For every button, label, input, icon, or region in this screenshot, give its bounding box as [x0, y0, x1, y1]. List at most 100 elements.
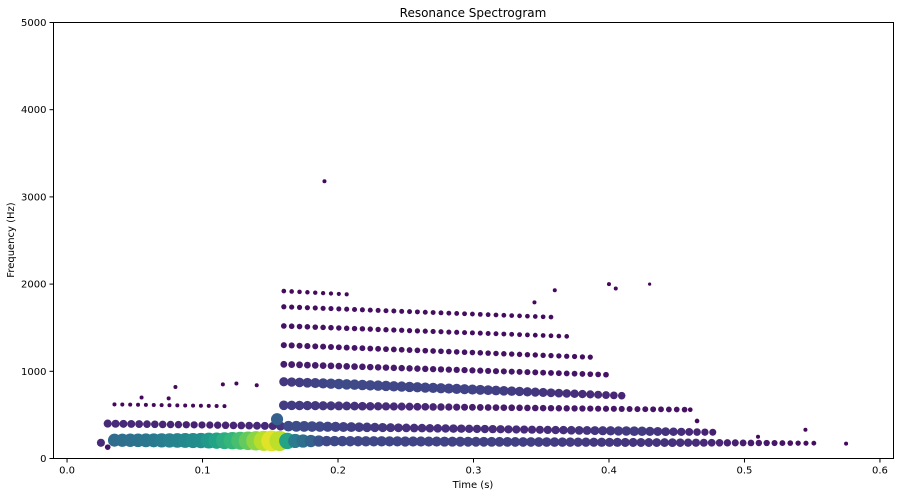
- data-point: [540, 333, 546, 338]
- data-point: [683, 438, 693, 447]
- data-point: [420, 382, 431, 393]
- data-point: [430, 328, 436, 335]
- data-point: [508, 351, 515, 357]
- data-point: [470, 436, 481, 447]
- x-tick-label: 0.6: [872, 466, 888, 477]
- data-point: [319, 362, 327, 369]
- data-point: [579, 405, 586, 412]
- data-point: [610, 405, 617, 412]
- data-point: [527, 425, 537, 434]
- y-axis: 0 1000 2000 3000 4000 5000: [21, 18, 54, 465]
- data-point: [335, 344, 342, 351]
- data-point: [360, 436, 372, 447]
- data-point: [127, 420, 136, 428]
- data-point: [166, 420, 175, 429]
- data-point: [617, 391, 626, 400]
- data-point: [763, 439, 770, 447]
- data-point: [278, 400, 289, 411]
- data-point: [373, 402, 383, 411]
- data-point: [430, 348, 436, 354]
- data-point: [579, 354, 586, 360]
- data-point: [206, 421, 214, 429]
- data-point: [288, 361, 296, 368]
- data-point: [477, 350, 484, 356]
- data-point: [336, 325, 342, 331]
- data-point: [514, 386, 525, 397]
- data-point: [281, 288, 287, 294]
- data-point: [756, 434, 761, 439]
- data-point: [548, 333, 554, 339]
- scatter-points: [96, 179, 849, 452]
- data-point: [803, 440, 809, 446]
- data-point: [562, 389, 572, 398]
- data-point: [453, 403, 461, 411]
- data-point: [327, 343, 334, 350]
- data-point: [286, 400, 297, 411]
- data-point: [302, 377, 313, 388]
- data-point: [280, 360, 288, 368]
- data-point: [677, 427, 686, 436]
- data-point: [532, 352, 538, 358]
- data-point: [502, 436, 513, 447]
- data-point: [304, 305, 310, 311]
- data-point: [286, 377, 297, 387]
- data-point: [771, 439, 778, 447]
- data-point: [457, 424, 466, 433]
- data-point: [571, 353, 578, 360]
- data-point: [467, 384, 478, 395]
- data-point: [368, 436, 379, 447]
- data-point: [803, 427, 808, 432]
- data-point: [435, 383, 447, 394]
- data-point: [454, 311, 460, 316]
- data-point: [422, 365, 429, 373]
- data-point: [472, 424, 482, 434]
- data-point: [313, 435, 325, 447]
- data-point: [398, 346, 405, 353]
- data-point: [644, 438, 654, 447]
- data-point: [461, 367, 468, 374]
- data-point: [421, 402, 430, 411]
- data-point: [501, 312, 507, 318]
- data-point: [221, 421, 230, 430]
- data-point: [229, 421, 238, 430]
- y-tick-label: 0: [40, 454, 46, 465]
- data-point: [594, 390, 603, 399]
- data-point: [359, 363, 366, 371]
- data-point: [586, 390, 595, 399]
- data-point: [375, 307, 381, 313]
- data-point: [354, 422, 365, 433]
- data-point: [351, 344, 358, 351]
- y-tick-label: 4000: [21, 105, 46, 116]
- data-point: [533, 437, 544, 447]
- data-point: [566, 425, 576, 435]
- data-point: [350, 401, 359, 411]
- data-point: [253, 421, 261, 430]
- data-point: [715, 439, 724, 447]
- data-point: [701, 428, 709, 436]
- data-point: [349, 379, 360, 390]
- data-point: [524, 404, 531, 412]
- data-point: [554, 388, 564, 398]
- data-point: [488, 424, 497, 434]
- data-point: [484, 404, 492, 411]
- data-point: [305, 290, 310, 295]
- data-point: [314, 421, 326, 432]
- data-point: [422, 347, 429, 354]
- data-point: [318, 401, 328, 411]
- data-point: [296, 342, 303, 349]
- data-point: [406, 365, 413, 372]
- data-point: [694, 418, 700, 424]
- data-point: [546, 388, 556, 398]
- data-point: [352, 306, 358, 313]
- data-point: [693, 428, 701, 436]
- data-point: [313, 290, 318, 295]
- data-point: [709, 428, 717, 436]
- data-point: [425, 423, 435, 433]
- data-point: [159, 403, 164, 408]
- data-point: [494, 436, 505, 447]
- data-point: [478, 436, 489, 447]
- data-point: [518, 437, 528, 447]
- data-point: [288, 323, 295, 330]
- data-point: [446, 329, 452, 335]
- data-point: [548, 369, 554, 376]
